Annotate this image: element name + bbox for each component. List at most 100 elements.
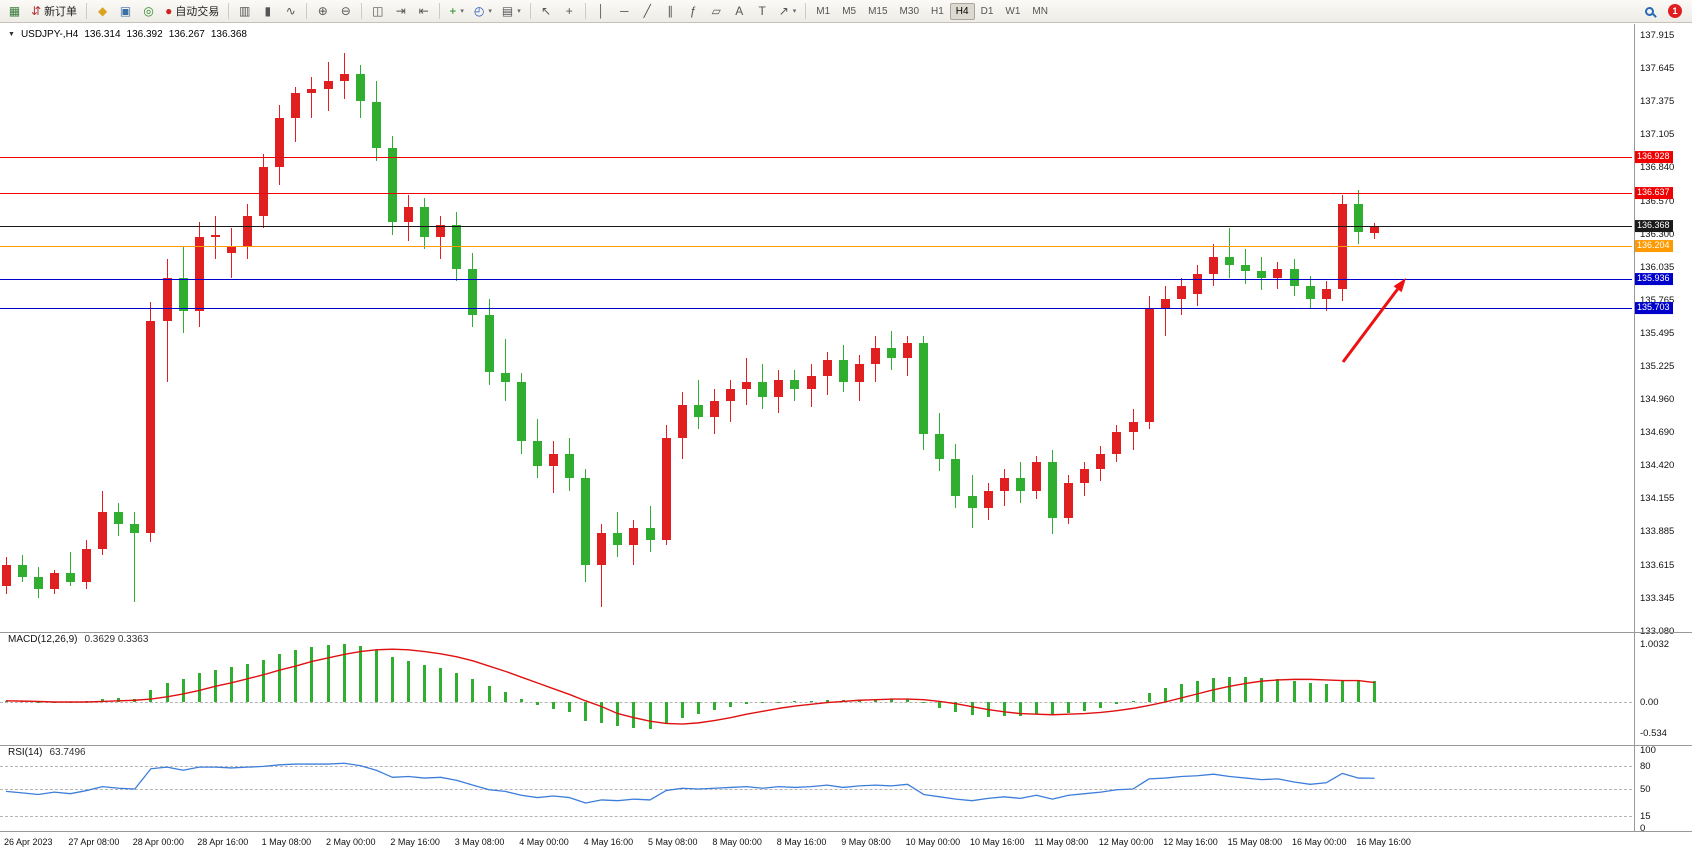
candle-body — [581, 478, 591, 565]
candle — [661, 425, 671, 545]
zoom-in-button[interactable]: ⊕ — [312, 2, 333, 21]
candle — [420, 197, 430, 250]
price-line[interactable] — [0, 246, 1632, 248]
candlestick-chart-button[interactable]: ▮ — [257, 2, 278, 21]
timeframe-m15[interactable]: M15 — [868, 5, 888, 17]
new-chart-button[interactable]: ▦ — [4, 2, 25, 21]
candle — [146, 302, 156, 543]
time-axis-label: 9 May 08:00 — [841, 837, 891, 847]
candle-body — [323, 80, 333, 90]
cursor-button[interactable]: ↖ — [536, 2, 557, 21]
arrows-button[interactable]: ↗ ▾ — [775, 2, 801, 21]
candle-body — [1289, 269, 1299, 287]
candle-body — [387, 148, 397, 223]
timeframe-m5[interactable]: M5 — [842, 5, 857, 17]
time-axis-label: 5 May 08:00 — [648, 837, 698, 847]
candle-body — [903, 342, 913, 358]
time-axis-label: 4 May 00:00 — [519, 837, 569, 847]
timeframe-w1[interactable]: W1 — [1005, 5, 1021, 17]
zoom-out-button[interactable]: ⊖ — [335, 2, 356, 21]
timeframe-d1[interactable]: D1 — [980, 5, 994, 17]
bar-chart-button[interactable]: ▥ — [234, 2, 255, 21]
templates-button[interactable]: ▤ ▾ — [498, 2, 525, 21]
candle — [1241, 249, 1251, 284]
timeframe-m30[interactable]: M30 — [899, 5, 919, 17]
tile-windows-button[interactable]: ◫ — [367, 2, 388, 21]
equidistant-channel-button[interactable]: ∥ — [660, 2, 681, 21]
candle — [1192, 265, 1202, 306]
candle-body — [613, 532, 623, 545]
fibonacci-button[interactable]: ƒ — [683, 2, 704, 21]
candle-body — [870, 347, 880, 364]
search-button[interactable] — [1639, 2, 1660, 21]
notification-badge[interactable]: 1 — [1668, 4, 1682, 18]
crosshair-button[interactable]: + — [559, 2, 580, 21]
periods-button[interactable]: ◴ ▾ — [470, 2, 496, 21]
shapes-icon: ▱ — [711, 4, 721, 18]
price-line[interactable] — [0, 157, 1632, 159]
candle-body — [1370, 226, 1379, 233]
indicators-button[interactable]: + ▾ — [445, 2, 468, 21]
price-line[interactable] — [0, 279, 1632, 281]
vertical-line-button[interactable]: │ — [591, 2, 612, 21]
candle-body — [259, 166, 269, 217]
price-axis-label: 136.035 — [1640, 261, 1675, 273]
ohlc-low: 136.267 — [168, 29, 205, 40]
text-label-button[interactable]: T — [752, 2, 773, 21]
candle-wick — [166, 259, 168, 383]
timeframe-h1[interactable]: H1 — [931, 5, 944, 17]
strategy-tester-button[interactable]: ◎ — [138, 2, 159, 21]
horizontal-line-button[interactable]: ─ — [614, 2, 635, 21]
text-label-icon: T — [758, 4, 766, 18]
chart-shift-button[interactable]: ⇤ — [413, 2, 434, 21]
chart-shift-icon: ⇤ — [418, 4, 429, 18]
trendline-button[interactable]: ╱ — [637, 2, 658, 21]
equidistant-channel-icon: ∥ — [667, 4, 674, 18]
symbol-period-label: USDJPY-,H4 — [20, 29, 79, 40]
candle-body — [516, 382, 526, 442]
auto-trading-button[interactable]: ● 自动交易 — [161, 2, 223, 21]
toolbar-button-groups: ▦ ⇵ 新订单 ◆ ▣ ◎ ● 自动交易 ▥ ▮ ∿ ⊕ ⊖ ◫ ⇥ ⇤ + ▾ ◴ ▾ ▤ ▾ ↖ + │ ─ ╱ ∥ ƒ ▱ A T ↗ ▾ — [3, 2, 810, 21]
rsi-axis-label: 50 — [1640, 784, 1651, 795]
terminal-button[interactable]: ▣ — [115, 2, 136, 21]
candle — [1064, 474, 1074, 525]
ohlc-high: 136.392 — [126, 29, 163, 40]
candle-body — [548, 453, 558, 467]
search-icon — [1645, 6, 1654, 16]
candle — [1112, 425, 1122, 463]
toolbar-separator — [805, 3, 807, 19]
auto-scroll-button[interactable]: ⇥ — [390, 2, 411, 21]
text-button[interactable]: A — [729, 2, 750, 21]
new-order-button[interactable]: ⇵ 新订单 — [27, 2, 81, 21]
price-axis-divider[interactable] — [1634, 24, 1635, 831]
metaeditor-button[interactable]: ◆ — [92, 2, 113, 21]
line-chart-button[interactable]: ∿ — [280, 2, 301, 21]
candle-body — [1128, 421, 1138, 432]
price-line-tag: 135.936 — [1634, 273, 1673, 286]
price-line[interactable] — [0, 308, 1632, 310]
candle — [709, 388, 719, 435]
candle-body — [1337, 203, 1347, 289]
candle-body — [355, 74, 365, 102]
macd-panel-separator[interactable] — [0, 632, 1692, 633]
price-line[interactable] — [0, 226, 1632, 228]
timeframe-mn[interactable]: MN — [1032, 5, 1048, 17]
collapse-icon[interactable]: ▼ — [8, 31, 15, 38]
candle-body — [742, 382, 752, 389]
rsi-axis-label: 80 — [1640, 760, 1651, 772]
price-line[interactable] — [0, 193, 1632, 195]
candle-body — [420, 207, 430, 237]
candle — [951, 443, 961, 508]
candle-body — [162, 277, 172, 321]
candle — [1015, 462, 1025, 504]
candle-body — [822, 360, 832, 377]
rsi-panel-separator[interactable] — [0, 745, 1692, 746]
timeframe-h4[interactable]: H4 — [949, 2, 975, 20]
candle-body — [49, 573, 59, 590]
shapes-button[interactable]: ▱ — [706, 2, 727, 21]
price-line-tag: 136.928 — [1634, 151, 1673, 164]
rsi-axis-label: 15 — [1640, 811, 1651, 823]
timeframe-m1[interactable]: M1 — [816, 5, 831, 17]
